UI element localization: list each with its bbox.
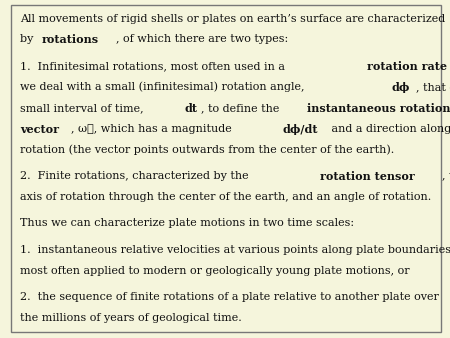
Text: All movements of rigid shells or plates on earth’s surface are characterized: All movements of rigid shells or plates … <box>20 14 446 24</box>
Text: dϕ/dt: dϕ/dt <box>283 124 318 135</box>
Text: rotation tensor: rotation tensor <box>320 171 414 182</box>
FancyBboxPatch shape <box>11 5 441 332</box>
Text: , ω⃗, which has a magnitude: , ω⃗, which has a magnitude <box>71 124 235 134</box>
Text: , of which there are two types:: , of which there are two types: <box>116 34 288 45</box>
Text: rotation rate vector: rotation rate vector <box>367 61 450 72</box>
Text: Thus we can characterize plate motions in two time scales:: Thus we can characterize plate motions i… <box>20 218 355 228</box>
Text: we deal with a small (infinitesimal) rotation angle,: we deal with a small (infinitesimal) rot… <box>20 82 308 92</box>
Text: rotations: rotations <box>42 34 99 46</box>
Text: instantaneous rotation rate: instantaneous rotation rate <box>307 103 450 114</box>
Text: most often applied to modern or geologically young plate motions, or: most often applied to modern or geologic… <box>20 266 410 276</box>
Text: , to define the: , to define the <box>201 103 283 113</box>
Text: axis of rotation through the center of the earth, and an angle of rotation.: axis of rotation through the center of t… <box>20 192 432 202</box>
Text: 2.  the sequence of finite rotations of a plate relative to another plate over: 2. the sequence of finite rotations of a… <box>20 292 439 302</box>
Text: the millions of years of geological time.: the millions of years of geological time… <box>20 313 242 323</box>
Text: by: by <box>20 34 37 45</box>
Text: and a direction along the axis of: and a direction along the axis of <box>328 124 450 134</box>
Text: 1.  Infinitesimal rotations, most often used in a: 1. Infinitesimal rotations, most often u… <box>20 61 289 71</box>
Text: dt: dt <box>184 103 197 114</box>
Text: dϕ: dϕ <box>392 82 410 93</box>
Text: 2.  Finite rotations, characterized by the: 2. Finite rotations, characterized by th… <box>20 171 252 181</box>
Text: small interval of time,: small interval of time, <box>20 103 148 113</box>
Text: , which specifies an: , which specifies an <box>442 171 450 181</box>
Text: vector: vector <box>20 124 59 135</box>
Text: , that occurs over a: , that occurs over a <box>415 82 450 92</box>
Text: rotation (the vector points outwards from the center of the earth).: rotation (the vector points outwards fro… <box>20 145 395 155</box>
Text: 1.  instantaneous relative velocities at various points along plate boundaries,: 1. instantaneous relative velocities at … <box>20 245 450 255</box>
